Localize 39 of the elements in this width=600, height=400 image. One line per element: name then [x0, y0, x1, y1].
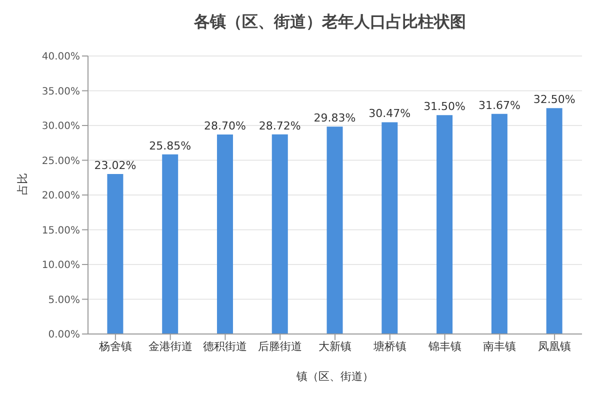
x-tick-label: 德积街道	[203, 340, 248, 353]
x-tick-label: 后塍街道	[258, 340, 302, 353]
y-tick-label: 15.00%	[42, 225, 80, 236]
x-tick-label: 凤凰镇	[538, 340, 572, 353]
data-label: 28.70%	[204, 120, 246, 133]
y-tick-label: 5.00%	[48, 294, 80, 306]
data-label: 31.50%	[424, 100, 466, 114]
bar	[382, 122, 398, 334]
bar	[546, 108, 562, 334]
y-tick-label: 10.00%	[42, 260, 80, 272]
y-tick-label: 40.00%	[42, 52, 80, 63]
bar	[216, 134, 233, 334]
data-label: 23.02%	[94, 159, 136, 172]
x-axis-title: 镇（区、街道）	[296, 370, 374, 383]
x-tick-label: 金港街道	[148, 340, 192, 353]
bar	[326, 126, 343, 334]
x-tick-label: 大新镇	[318, 340, 352, 353]
data-label: 31.67%	[478, 98, 520, 112]
data-label: 28.72%	[258, 119, 301, 132]
chart-title: 各镇（区、街道）老年人口占比柱状图	[192, 11, 467, 33]
y-tick-label: 30.00%	[42, 121, 80, 132]
y-tick-label: 35.00%	[42, 86, 80, 98]
data-label: 32.50%	[533, 93, 576, 106]
bar	[491, 114, 508, 334]
y-tick-label: 25.00%	[42, 156, 80, 167]
data-label: 30.47%	[368, 107, 411, 120]
data-label: 29.83%	[314, 112, 356, 125]
x-tick-label: 锦丰镇	[427, 340, 462, 353]
x-tick-label: 南丰镇	[483, 340, 516, 353]
y-tick-label: 20.00%	[42, 190, 80, 202]
bar	[107, 174, 124, 334]
data-label: 25.85%	[149, 139, 192, 152]
bar	[162, 154, 178, 334]
x-tick-label: 杨舍镇	[98, 340, 132, 353]
y-axis-title: 占比	[16, 173, 29, 195]
x-tick-label: 塘桥镇	[372, 340, 406, 353]
bar	[436, 115, 453, 334]
y-tick-label: 0.00%	[48, 330, 80, 341]
bar	[272, 134, 288, 334]
